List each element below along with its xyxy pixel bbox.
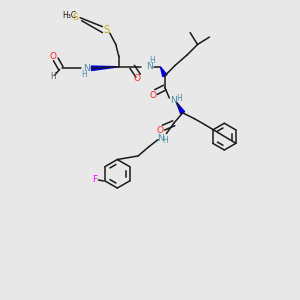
- Text: O: O: [149, 91, 157, 100]
- Text: H: H: [149, 56, 155, 65]
- Text: N: N: [83, 64, 89, 73]
- Text: O: O: [50, 52, 57, 61]
- Text: H: H: [176, 94, 182, 103]
- Text: F: F: [92, 175, 97, 184]
- Text: N: N: [147, 62, 153, 71]
- Text: O: O: [133, 74, 140, 83]
- Text: H: H: [163, 136, 168, 145]
- Text: S: S: [73, 13, 79, 22]
- Text: N: N: [170, 97, 177, 106]
- Polygon shape: [91, 66, 119, 70]
- Polygon shape: [160, 67, 167, 77]
- Text: O: O: [157, 126, 164, 135]
- Polygon shape: [176, 102, 184, 114]
- Text: N: N: [157, 134, 164, 142]
- Text: S: S: [104, 25, 110, 34]
- Text: H: H: [81, 70, 87, 79]
- Text: H: H: [50, 72, 56, 81]
- Text: H₃C: H₃C: [62, 11, 76, 20]
